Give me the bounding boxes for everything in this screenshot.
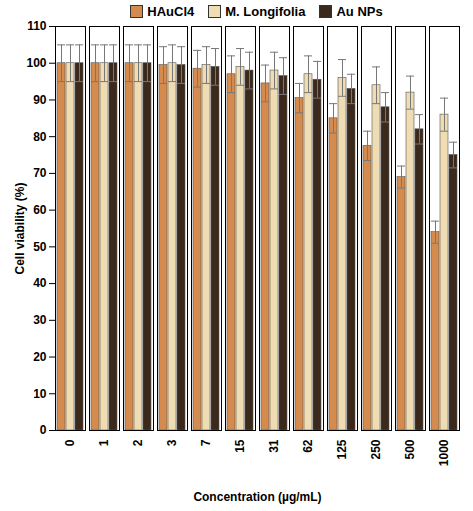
svg-text:7: 7 (199, 439, 213, 446)
svg-text:40: 40 (33, 276, 47, 290)
svg-text:125: 125 (335, 439, 349, 459)
svg-text:20: 20 (33, 350, 47, 364)
svg-text:0: 0 (63, 439, 77, 446)
svg-text:50: 50 (33, 240, 47, 254)
svg-text:90: 90 (33, 93, 47, 107)
svg-text:30: 30 (33, 313, 47, 327)
svg-text:0: 0 (40, 423, 47, 437)
svg-text:1000: 1000 (437, 439, 451, 466)
svg-text:10: 10 (33, 387, 47, 401)
svg-text:Cell viability (%): Cell viability (%) (13, 182, 27, 274)
svg-text:60: 60 (33, 203, 47, 217)
svg-text:31: 31 (267, 439, 281, 453)
svg-text:62: 62 (301, 439, 315, 453)
svg-text:70: 70 (33, 166, 47, 180)
svg-text:110: 110 (27, 20, 47, 33)
html-text:Au NPs: Au NPs (336, 3, 383, 19)
svg-text:100: 100 (26, 56, 46, 70)
svg-text:500: 500 (403, 439, 417, 459)
svg-text:15: 15 (233, 439, 247, 453)
svg-text:80: 80 (33, 130, 47, 144)
svg-text:3: 3 (165, 439, 179, 446)
svg-text:250: 250 (369, 439, 383, 459)
svg-text:Concentration (µg/mL): Concentration (µg/mL) (193, 490, 321, 504)
svg-text:2: 2 (131, 439, 145, 446)
html-text:HAuCl4: HAuCl4 (147, 3, 195, 19)
svg-text:1: 1 (97, 439, 111, 446)
html-text:M. Longifolia: M. Longifolia (225, 3, 306, 19)
